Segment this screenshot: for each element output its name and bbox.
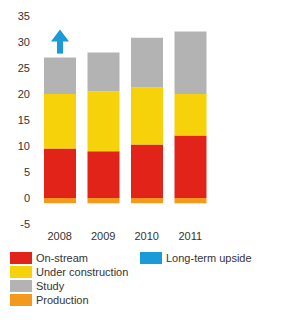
svg-text:-5: -5 bbox=[20, 218, 30, 230]
svg-text:5: 5 bbox=[24, 166, 30, 178]
svg-text:20: 20 bbox=[18, 88, 30, 100]
html-text:Production: Production bbox=[36, 294, 89, 306]
svg-text:0: 0 bbox=[24, 192, 30, 204]
svg-text:2009: 2009 bbox=[91, 230, 115, 242]
html-text:Under construction: Under construction bbox=[36, 266, 129, 278]
svg-text:25: 25 bbox=[18, 62, 30, 74]
svg-text:35: 35 bbox=[18, 10, 30, 22]
html-text:Long-term upside: Long-term upside bbox=[166, 252, 252, 264]
svg-text:30: 30 bbox=[18, 36, 30, 48]
svg-text:2010: 2010 bbox=[135, 230, 159, 242]
html-text:Study: Study bbox=[36, 280, 65, 292]
svg-text:2008: 2008 bbox=[48, 230, 72, 242]
svg-text:2011: 2011 bbox=[178, 230, 202, 242]
svg-text:15: 15 bbox=[18, 114, 30, 126]
html-text:On-stream: On-stream bbox=[36, 252, 88, 264]
svg-text:10: 10 bbox=[18, 140, 30, 152]
